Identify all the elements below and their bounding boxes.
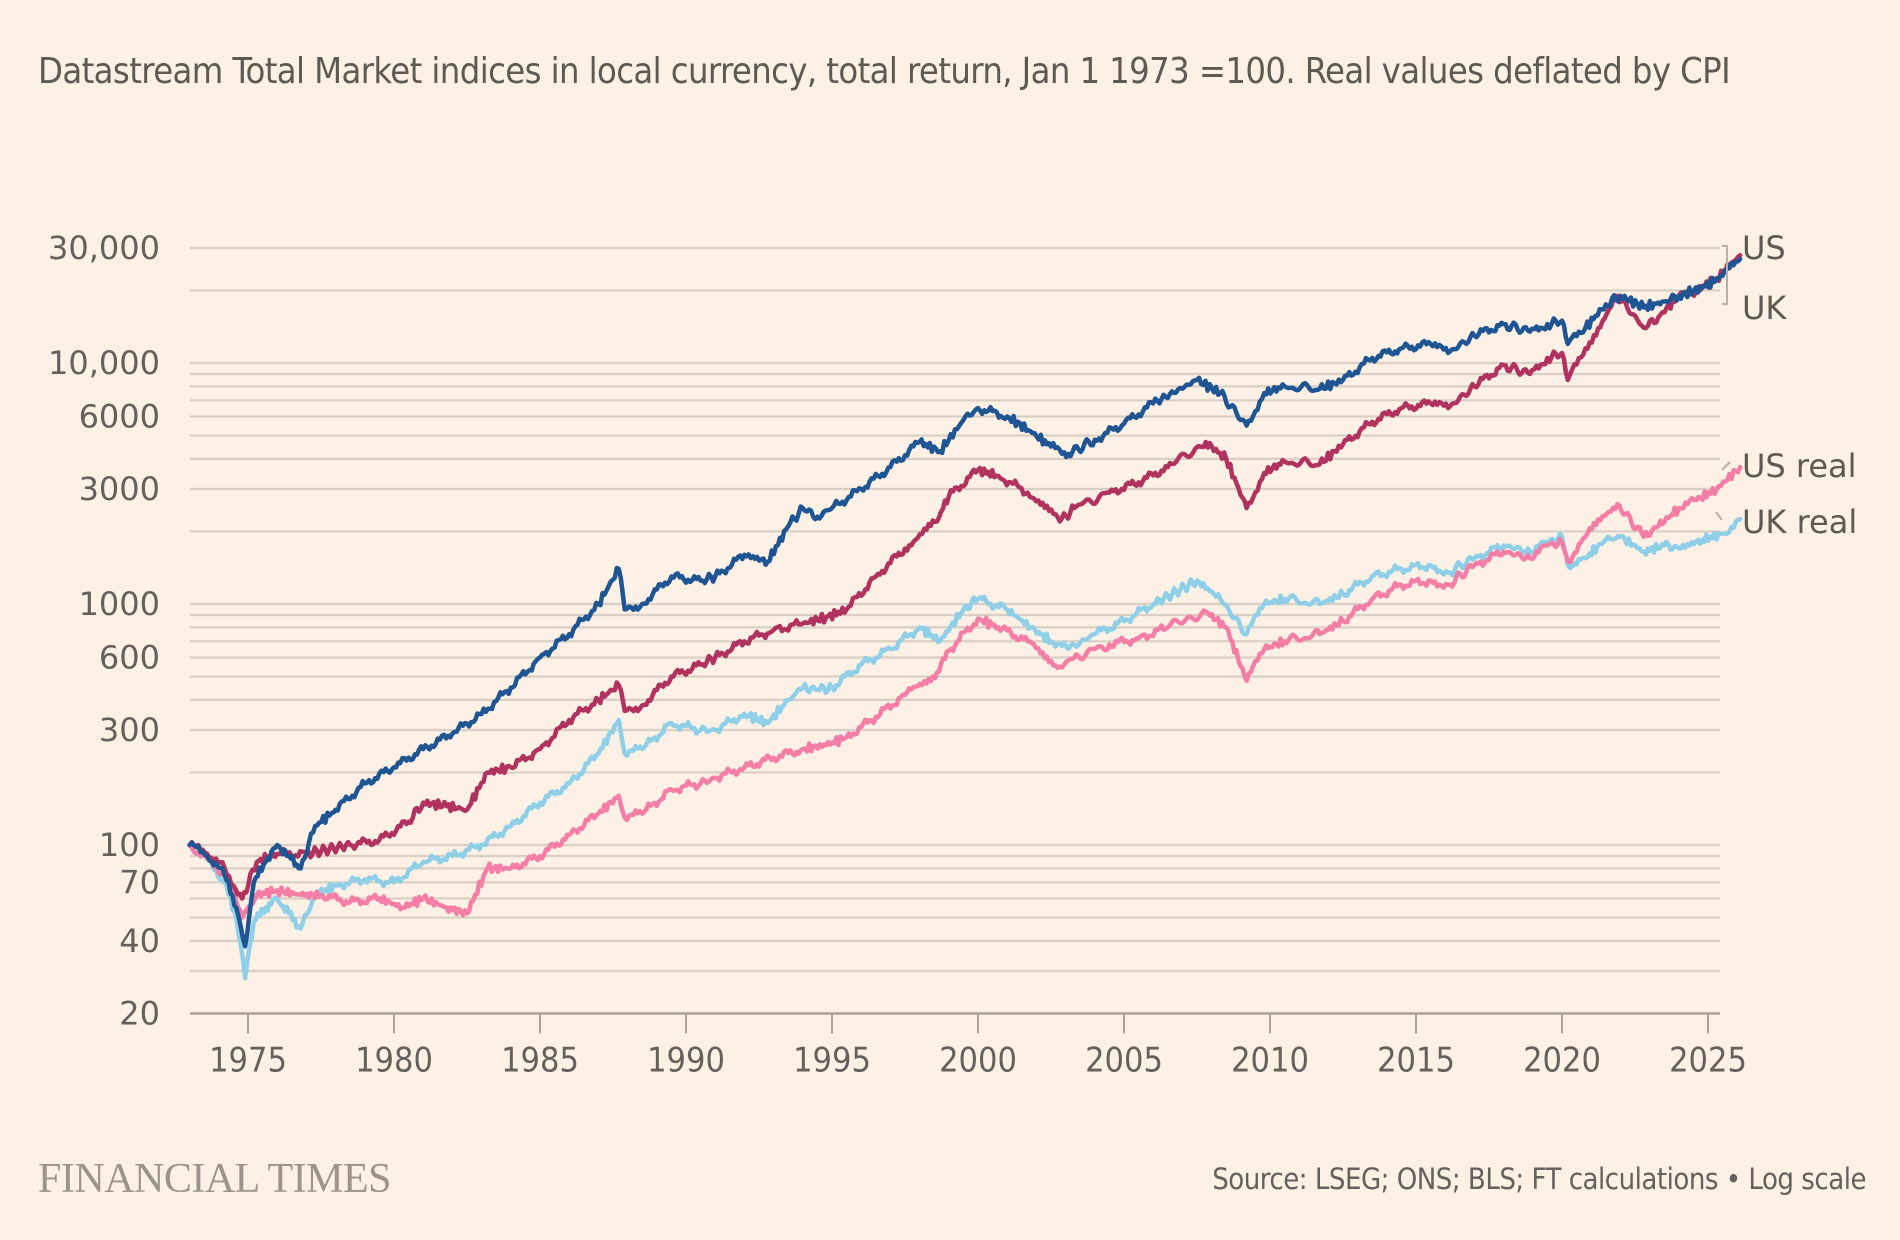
y-tick-label: 20 <box>119 994 160 1032</box>
x-tick-label: 2010 <box>1231 1040 1309 1080</box>
x-tick-label: 2025 <box>1669 1040 1747 1080</box>
label-connector <box>1721 461 1731 471</box>
end-label-us: US <box>1742 229 1786 267</box>
series-lines <box>187 252 1743 981</box>
x-tick-label: 2000 <box>939 1040 1017 1080</box>
y-tick-label: 100 <box>99 826 160 864</box>
end-label-uk-real: UK real <box>1742 503 1857 541</box>
x-tick-label: 1995 <box>793 1040 871 1080</box>
y-tick-label: 1000 <box>79 585 160 623</box>
series-line-uk <box>187 256 1743 949</box>
ft-logo: FINANCIAL TIMES <box>38 1156 392 1202</box>
y-tick-label: 6000 <box>79 397 160 435</box>
end-labels: US UK US real UK real <box>1715 229 1857 541</box>
y-tick-label: 600 <box>99 638 160 676</box>
source-note: Source: LSEG; ONS; BLS; FT calculations … <box>1212 1162 1866 1196</box>
y-tick-label: 30,000 <box>48 229 160 267</box>
x-tick-label: 1980 <box>355 1040 433 1080</box>
x-tick-label: 1975 <box>209 1040 287 1080</box>
end-label-uk: UK <box>1742 289 1787 327</box>
y-tick-label: 40 <box>119 922 160 960</box>
y-tick-label: 3000 <box>79 470 160 508</box>
x-tick-label: 2020 <box>1523 1040 1601 1080</box>
y-tick-label: 10,000 <box>48 344 160 382</box>
label-bracket <box>1722 245 1728 305</box>
y-tick-label: 70 <box>119 863 160 901</box>
series-line-us-real <box>187 464 1743 920</box>
chart-subtitle: Datastream Total Market indices in local… <box>38 51 1731 92</box>
x-tick-label: 2005 <box>1085 1040 1163 1080</box>
x-tick-label: 2015 <box>1377 1040 1455 1080</box>
x-axis: 1975 1980 1985 1990 1995 2000 2005 2010 2015 2020… <box>209 1013 1747 1080</box>
series-line-uk-real <box>187 516 1743 981</box>
series-line-us <box>187 252 1743 901</box>
y-tick-label: 300 <box>99 711 160 749</box>
end-label-us-real: US real <box>1742 447 1857 485</box>
x-tick-label: 1990 <box>647 1040 725 1080</box>
label-connector <box>1715 511 1723 521</box>
x-tick-label: 1985 <box>501 1040 579 1080</box>
